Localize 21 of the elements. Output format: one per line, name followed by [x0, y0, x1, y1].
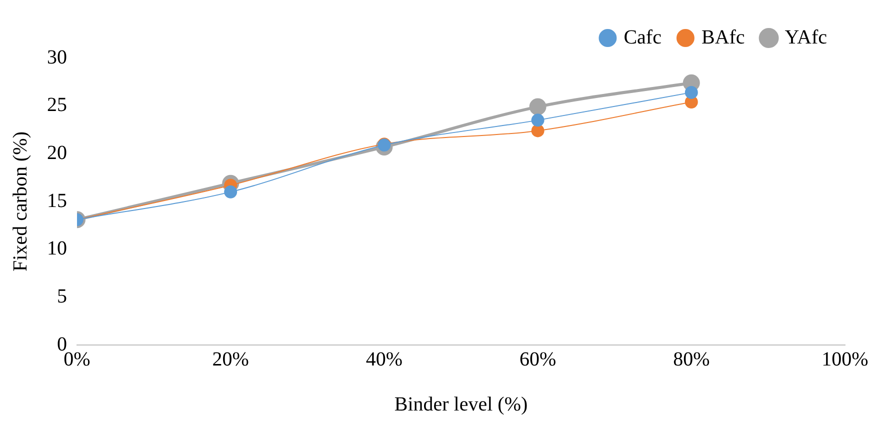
y-tick-label: 20: [47, 142, 67, 164]
point: [529, 98, 546, 116]
point: [224, 185, 238, 198]
x-tick-label: 60%: [519, 348, 556, 370]
x-tick-label: 40%: [366, 348, 403, 370]
x-tick-label: 100%: [822, 348, 868, 370]
y-tick-label: 30: [47, 46, 67, 68]
x-axis-title: Binder level (%): [394, 393, 528, 416]
y-tick-label: 15: [47, 190, 67, 212]
x-tick-label: 20%: [212, 348, 249, 370]
point: [531, 114, 544, 127]
legend-label: Cafc: [624, 26, 662, 48]
x-tick-label: 80%: [673, 348, 710, 370]
y-tick-label: 5: [57, 285, 67, 308]
legend-label: YAfc: [784, 26, 828, 48]
point: [531, 124, 544, 138]
y-tick-label: 10: [47, 238, 67, 260]
legend-label: BAfc: [701, 26, 745, 48]
y-tick-label: 25: [47, 94, 67, 116]
point: [684, 86, 698, 99]
y-axis-title: Fixed carbon (%): [9, 132, 32, 272]
